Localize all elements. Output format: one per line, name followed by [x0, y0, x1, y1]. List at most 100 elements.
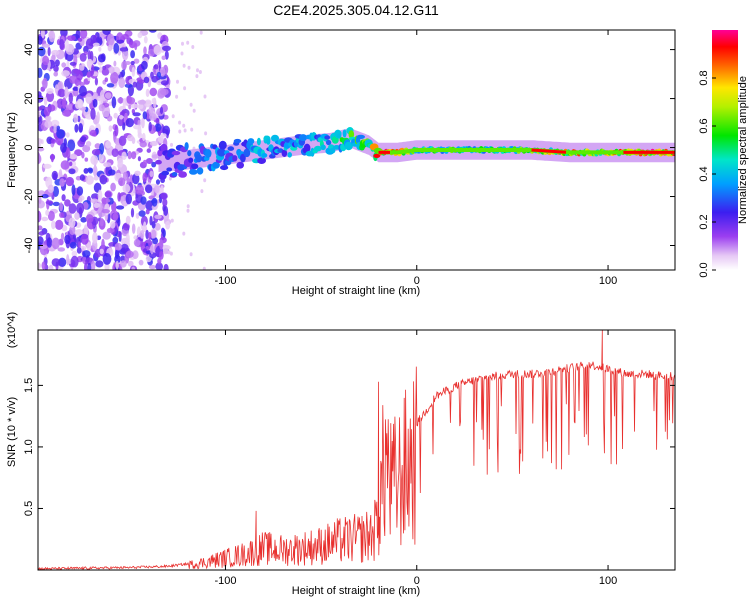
- noise-speckle: [54, 59, 60, 67]
- noise-speckle: [48, 30, 56, 43]
- noise-speckle: [69, 225, 76, 236]
- signal-blob: [161, 170, 170, 176]
- noise-speckle: [98, 104, 105, 112]
- noise-speckle: [145, 88, 150, 98]
- noise-speckle: [51, 258, 61, 267]
- noise-speckle: [151, 221, 156, 229]
- colorbar-tick-label: 0.4: [698, 166, 710, 181]
- noise-speckle: [161, 55, 166, 61]
- noise-speckle: [186, 40, 190, 45]
- noise-speckle: [130, 151, 137, 160]
- noise-speckle: [111, 148, 119, 157]
- noise-speckle: [203, 94, 207, 99]
- noise-speckle: [143, 46, 147, 55]
- noise-speckle: [146, 148, 151, 153]
- noise-speckle: [59, 178, 65, 187]
- noise-speckle: [122, 222, 130, 231]
- noise-speckle: [196, 68, 199, 73]
- spectrogram-axes: -100 0 100 -40 -20 0 20 40: [23, 30, 675, 287]
- signal-blob: [204, 149, 212, 158]
- noise-speckle: [110, 182, 116, 192]
- noise-speckle: [113, 112, 118, 119]
- noise-speckle: [66, 254, 70, 266]
- snr-marks: [38, 330, 675, 570]
- noise-speckle: [140, 196, 147, 205]
- noise-speckle: [61, 194, 66, 202]
- noise-speckle: [106, 227, 115, 234]
- noise-speckle: [69, 161, 73, 167]
- snr-panel: -100 0 100 0.5 1.0 1.5 Height of straight lin…: [6, 312, 676, 597]
- noise-speckle: [82, 201, 89, 210]
- noise-speckle: [104, 92, 112, 99]
- noise-speckle: [41, 216, 49, 222]
- noise-speckle: [99, 174, 108, 185]
- colorbar: 0.0 0.2 0.4 0.6 0.8 Normalized spectral ampl…: [698, 30, 749, 278]
- noise-speckle: [43, 106, 51, 117]
- noise-speckle: [159, 251, 164, 260]
- noise-speckle: [198, 70, 202, 74]
- noise-speckle: [124, 112, 128, 119]
- noise-speckle: [154, 123, 162, 132]
- colorbar-tick-label: 0.2: [698, 214, 710, 229]
- noise-speckle: [143, 36, 148, 44]
- noise-speckle: [41, 194, 49, 199]
- signal-blob: [344, 141, 353, 151]
- noise-speckle: [137, 32, 143, 39]
- noise-speckle: [125, 215, 131, 225]
- noise-speckle: [76, 247, 82, 254]
- signal-blob: [281, 149, 288, 157]
- noise-speckle: [85, 93, 93, 104]
- signal-blob: [324, 135, 331, 140]
- noise-speckle: [93, 175, 99, 181]
- noise-speckle: [160, 133, 167, 138]
- noise-speckle: [67, 103, 73, 111]
- noise-speckle: [183, 86, 187, 91]
- noise-speckle: [183, 128, 187, 133]
- signal-blob: [271, 134, 279, 142]
- noise-speckle: [90, 108, 96, 120]
- noise-speckle: [62, 109, 72, 117]
- noise-speckle: [204, 131, 208, 136]
- signal-blob: [191, 163, 199, 170]
- noise-speckle: [156, 71, 161, 78]
- colorbar-tick-label: 0.8: [698, 70, 710, 85]
- noise-speckle: [168, 176, 172, 181]
- noise-speckle: [116, 39, 125, 44]
- signal-blob: [218, 140, 227, 150]
- noise-speckle: [111, 96, 117, 109]
- noise-speckle: [59, 202, 63, 212]
- noise-speckle: [130, 103, 139, 109]
- noise-speckle: [38, 67, 43, 78]
- noise-speckle: [108, 169, 116, 176]
- x-tick-label: -100: [214, 275, 236, 287]
- noise-speckle: [154, 214, 162, 219]
- noise-speckle: [155, 179, 161, 185]
- noise-speckle: [68, 168, 76, 175]
- noise-speckle: [98, 152, 104, 163]
- noise-speckle: [79, 53, 87, 62]
- noise-speckle: [71, 250, 78, 257]
- noise-speckle: [134, 42, 138, 51]
- noise-speckle: [61, 70, 70, 77]
- signal-blob: [373, 153, 381, 158]
- noise-speckle: [159, 88, 169, 96]
- noise-speckle: [122, 33, 129, 40]
- noise-speckle: [157, 135, 164, 144]
- noise-speckle: [60, 160, 70, 170]
- snr-ylabel: SNR (10 * v/v): [6, 397, 18, 467]
- noise-speckle: [84, 262, 88, 270]
- noise-speckle: [148, 231, 152, 240]
- noise-speckle: [137, 103, 144, 110]
- noise-speckle: [145, 158, 153, 164]
- snr-axes: -100 0 100 0.5 1.0 1.5: [23, 330, 675, 587]
- noise-speckle: [182, 63, 186, 68]
- noise-speckle: [137, 132, 143, 139]
- noise-speckle: [86, 71, 92, 78]
- noise-speckle: [165, 220, 171, 230]
- noise-speckle: [112, 212, 119, 221]
- signal-blob: [299, 134, 308, 142]
- signal-blob: [287, 152, 293, 158]
- noise-speckle: [85, 175, 94, 185]
- noise-speckle: [45, 209, 50, 216]
- noise-speckle: [68, 203, 77, 214]
